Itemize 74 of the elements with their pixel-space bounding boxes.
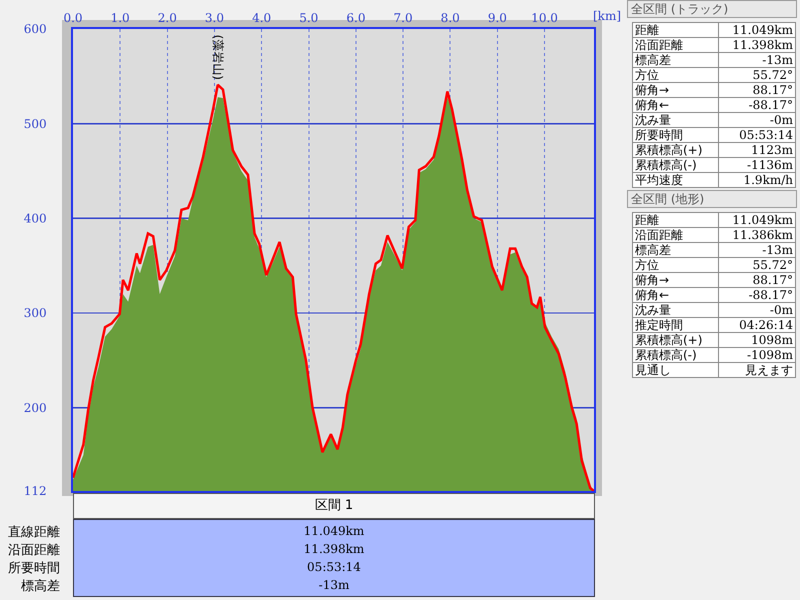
text: 見えます [718, 362, 796, 378]
text: 沿面距離 [632, 228, 718, 242]
text: 11.398km [718, 38, 796, 52]
text: 11.049km [718, 22, 796, 38]
text: 05:53:14 [718, 128, 796, 142]
text: -1098m [718, 348, 796, 362]
y-tick-label: 500 [24, 116, 47, 131]
text: 1123m [718, 142, 796, 158]
text: -88.17° [718, 288, 796, 302]
y-tick-label: 200 [24, 400, 47, 415]
text: 標高差 [632, 52, 718, 68]
text: 区間 1 [73, 493, 595, 519]
text: 累積標高(+) [632, 142, 718, 158]
text: 所要時間 [632, 128, 718, 142]
x-tick-label: 3.0 [204, 11, 224, 26]
text: 累積標高(-) [632, 158, 718, 172]
text: 推定時間 [632, 318, 718, 332]
y-tick-label: 112 [24, 484, 47, 498]
text: 88.17° [718, 272, 796, 288]
text: -0m [718, 302, 796, 318]
text: 11.386km [718, 228, 796, 242]
text: 方位 [632, 258, 718, 272]
x-tick-label: 2.0 [158, 11, 177, 26]
y-tick-label: 300 [24, 306, 47, 320]
x-tick-label: 6.0 [346, 11, 366, 26]
y-tick-label: 400 [24, 212, 47, 226]
text: 55.72° [718, 258, 796, 272]
text: -1136m [718, 158, 796, 172]
x-tick-label: 4.0 [252, 11, 272, 26]
text: 11.049km [302, 524, 366, 538]
text: 標高差 [632, 242, 718, 258]
text: 全区間 (地形) [627, 190, 797, 208]
text: 所要時間 [8, 560, 60, 577]
text: 直線距離 [8, 524, 60, 541]
text: 11.398km [302, 542, 366, 556]
text: 55.72° [718, 68, 796, 82]
text: 沿面距離 [8, 542, 60, 559]
text: 1098m [718, 332, 796, 348]
x-tick-label: 1.0 [110, 11, 130, 26]
x-tick-label: 10.0 [531, 11, 558, 26]
x-tick-label: 7.0 [394, 11, 413, 26]
text: 1.9km/h [718, 172, 796, 188]
text: 標高差 [21, 578, 60, 595]
text: 沈み量 [632, 112, 718, 128]
text: 累積標高(-) [632, 348, 718, 362]
text: 全区間 (トラック) [627, 0, 797, 18]
text: 距離 [632, 212, 718, 228]
x-tick-label: 9.0 [488, 11, 507, 26]
x-tick-label: 5.0 [299, 11, 318, 26]
text: 距離 [632, 22, 718, 38]
text: 沿面距離 [632, 38, 718, 52]
y-tick-label: 600 [24, 22, 47, 36]
text: -13m [318, 578, 350, 592]
text: 俯角← [632, 288, 718, 302]
text: 平均速度 [632, 172, 718, 188]
text: 沈み量 [632, 302, 718, 318]
x-tick-label: 0.0 [63, 11, 83, 26]
text: -13m [718, 52, 796, 68]
text: -0m [718, 112, 796, 128]
text: 04:26:14 [718, 318, 796, 332]
x-tick-label: 8.0 [440, 11, 460, 26]
text: 俯角→ [632, 82, 718, 98]
annotation: (藻岩山) [211, 34, 226, 80]
x-axis-title: [km] [593, 9, 622, 23]
text: 俯角→ [632, 272, 718, 288]
text: 方位 [632, 68, 718, 82]
text: 11.049km [718, 212, 796, 228]
text: 88.17° [718, 82, 796, 98]
text: -13m [718, 242, 796, 258]
text: 俯角← [632, 98, 718, 112]
text: 累積標高(+) [632, 332, 718, 348]
text: 05:53:14 [306, 560, 362, 574]
text: -88.17° [718, 98, 796, 112]
text: 見通し [632, 362, 718, 378]
